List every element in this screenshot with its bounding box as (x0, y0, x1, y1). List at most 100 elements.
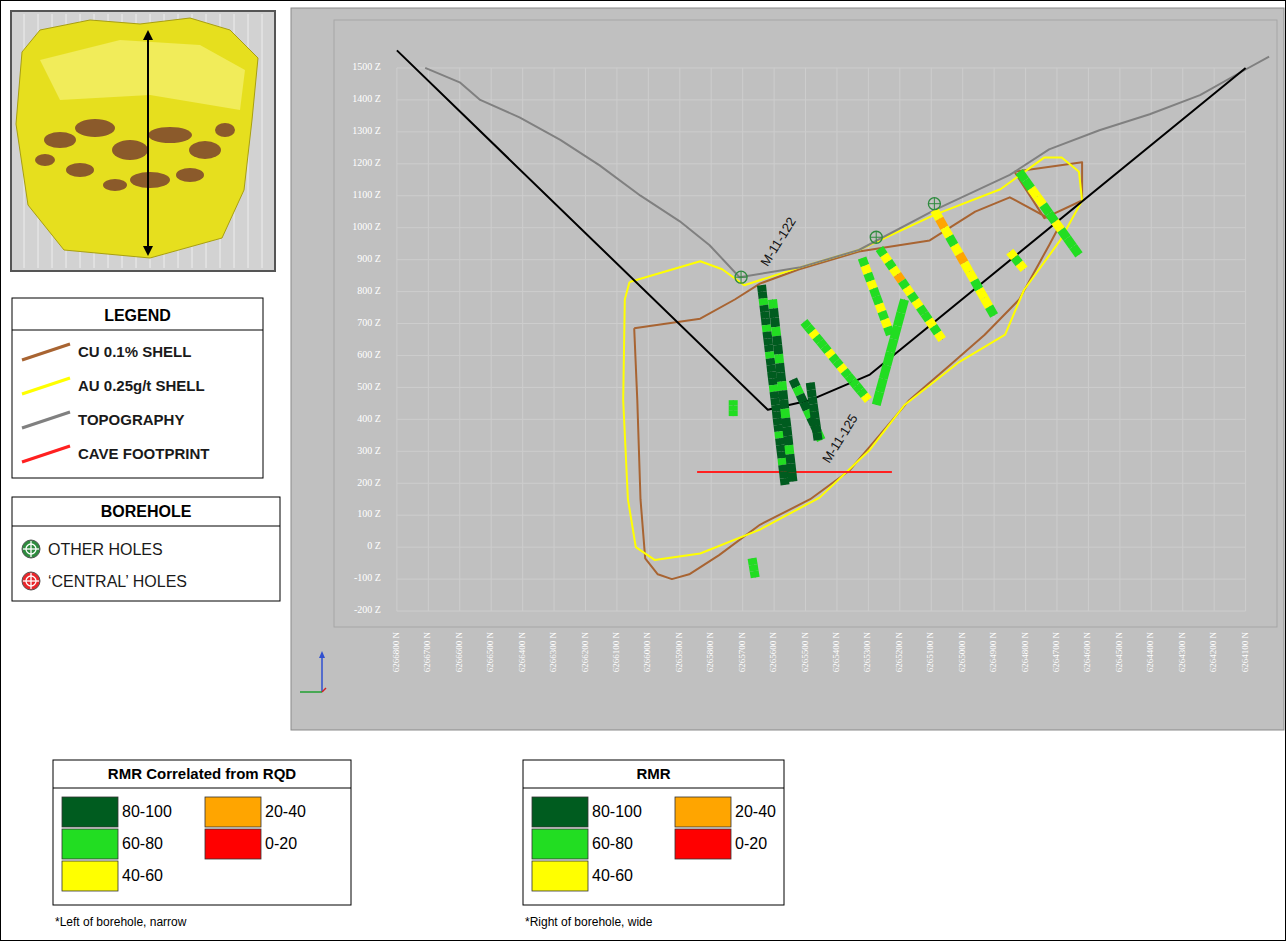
inset-patch (75, 119, 115, 137)
grid-line (522, 68, 523, 611)
rmr-key-rule (53, 788, 351, 789)
borehole-icon-cross (30, 541, 31, 557)
rmr-interval (778, 390, 788, 400)
rmr-interval (776, 444, 786, 452)
grid-line (1088, 68, 1089, 611)
rmr-interval (809, 404, 819, 412)
inset-highlight (40, 40, 245, 110)
inset-patch (66, 163, 94, 177)
inset-section-line (147, 38, 149, 248)
grid-line (994, 68, 995, 611)
collar (928, 198, 940, 210)
y-tick-label: -100 Z (354, 572, 381, 583)
borehole-rule (12, 526, 280, 527)
rmr-swatch (205, 797, 261, 827)
rmr-interval (758, 291, 768, 299)
grid-line (836, 68, 837, 611)
hole-label: M-11-125 (819, 411, 861, 465)
legend-label: TOPOGRAPHY (78, 411, 184, 428)
plot-marks (397, 50, 1269, 579)
y-tick-label: 200 Z (357, 477, 381, 488)
rmr-key-frame (523, 760, 784, 905)
rmr-interval (813, 432, 823, 440)
rmr-interval (782, 427, 792, 437)
rmr-key: RMR80-10060-8040-6020-400-20 (523, 760, 784, 905)
hole-trace (934, 210, 994, 315)
grid-line (397, 227, 1246, 228)
x-tick-label: 6265400 N (831, 632, 841, 673)
grid-line (931, 68, 932, 611)
inset-patch (176, 168, 204, 182)
triad-axis (321, 655, 323, 692)
rmr-interval (897, 298, 909, 314)
inset-patch (44, 132, 76, 148)
rmr-swatch-label: 80-100 (122, 803, 172, 820)
rmr-interval (861, 392, 872, 403)
rmr-interval (770, 391, 780, 399)
rmr-interval (763, 331, 773, 339)
x-tick-label: 6266400 N (517, 632, 527, 673)
grid-line (1151, 68, 1152, 611)
rmr-interval (808, 396, 818, 404)
rmr-interval (760, 311, 770, 319)
grid-line (1119, 68, 1120, 611)
rmr-interval (775, 438, 785, 446)
figure: 6266800 N6266700 N6266600 N6266500 N6266… (0, 0, 1286, 941)
borehole-title: BOREHOLE (101, 503, 192, 520)
collar-cross (876, 231, 877, 243)
legend-frame (12, 298, 263, 478)
grid-line (805, 68, 806, 611)
grid-line (397, 483, 1246, 484)
rmr-swatch-label: 20-40 (265, 803, 306, 820)
x-tick-label: 6265700 N (737, 632, 747, 673)
legend-label: CAVE FOOTPRINT (78, 445, 209, 462)
rmr-swatch (532, 861, 588, 891)
series-line (425, 57, 1269, 278)
plot-panel (291, 8, 1284, 730)
grid-line (962, 68, 963, 611)
inset-patch (215, 123, 235, 137)
rmr-swatch-label: 40-60 (122, 867, 163, 884)
borehole-icon (22, 572, 40, 590)
rmr-interval (749, 564, 759, 572)
rmr-swatch (675, 797, 731, 827)
rmr-interval (810, 411, 820, 420)
collar-cross (741, 271, 742, 283)
legend-title: LEGEND (104, 307, 171, 324)
rmr-interval (776, 372, 786, 382)
rmr-key-note: *Left of borehole, narrow (55, 915, 187, 929)
inset-arrow (143, 30, 153, 40)
grid-line (899, 68, 900, 611)
y-tick-label: 400 Z (357, 413, 381, 424)
rmr-interval (729, 411, 738, 416)
hole-trace (876, 300, 904, 406)
collar (735, 271, 747, 283)
rmr-swatch-label: 20-40 (735, 803, 776, 820)
rmr-interval (767, 371, 777, 379)
y-tick-label: 600 Z (357, 349, 381, 360)
grid-line (397, 611, 1246, 612)
grid-line (459, 68, 460, 611)
rmr-swatch-label: 60-80 (592, 835, 633, 852)
grid-line (868, 68, 869, 611)
rmr-interval (774, 431, 784, 439)
y-tick-label: 1200 Z (352, 157, 381, 168)
rmr-interval (729, 406, 738, 411)
inset-grid (262, 14, 263, 268)
rmr-swatch (675, 829, 731, 859)
rmr-interval (787, 472, 797, 482)
grid-line (396, 68, 397, 611)
triad-axis (300, 691, 322, 693)
grid-line (397, 163, 1246, 164)
rmr-interval (750, 570, 760, 578)
x-tick-label: 6266600 N (454, 632, 464, 673)
rmr-interval (764, 345, 774, 353)
legend-swatch (22, 446, 70, 462)
rmr-swatch (62, 861, 118, 891)
rmr-interval (766, 358, 776, 366)
collar-ring (928, 198, 940, 210)
grid-line (1245, 68, 1246, 611)
x-tick-label: 6266500 N (485, 632, 495, 673)
x-tick-label: 6265100 N (925, 632, 935, 673)
y-tick-label: 1300 Z (352, 125, 381, 136)
